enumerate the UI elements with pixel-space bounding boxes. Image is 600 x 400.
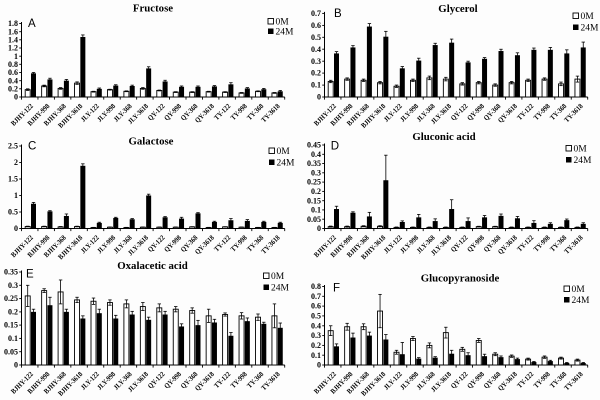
svg-text:0.8: 0.8 bbox=[311, 282, 321, 291]
svg-text:0: 0 bbox=[317, 93, 321, 102]
svg-text:0.05: 0.05 bbox=[4, 347, 18, 356]
svg-text:0M: 0M bbox=[574, 144, 588, 154]
svg-text:0M: 0M bbox=[277, 147, 291, 157]
svg-text:0M: 0M bbox=[276, 17, 290, 27]
svg-text:0: 0 bbox=[317, 224, 321, 233]
svg-text:0.2: 0.2 bbox=[311, 341, 321, 350]
svg-text:24M: 24M bbox=[277, 158, 296, 168]
svg-text:24M: 24M bbox=[581, 23, 600, 33]
svg-text:0.4: 0.4 bbox=[311, 321, 321, 330]
svg-text:0.7: 0.7 bbox=[311, 292, 321, 301]
svg-text:0.15: 0.15 bbox=[307, 196, 321, 205]
svg-text:0.2: 0.2 bbox=[311, 187, 321, 196]
svg-text:B: B bbox=[334, 8, 342, 20]
svg-text:1: 1 bbox=[14, 52, 18, 61]
svg-text:24M: 24M bbox=[574, 156, 593, 166]
svg-text:0M: 0M bbox=[271, 272, 285, 282]
svg-text:2.5: 2.5 bbox=[8, 142, 18, 151]
svg-text:0.6: 0.6 bbox=[311, 302, 321, 311]
svg-text:24M: 24M bbox=[572, 296, 591, 306]
svg-text:24M: 24M bbox=[276, 27, 295, 37]
svg-text:0.5: 0.5 bbox=[8, 208, 18, 217]
svg-text:0: 0 bbox=[14, 224, 18, 233]
svg-text:0.5: 0.5 bbox=[311, 312, 321, 321]
svg-text:C: C bbox=[28, 141, 36, 153]
svg-text:0.8: 0.8 bbox=[8, 60, 18, 69]
svg-text:0.35: 0.35 bbox=[4, 268, 18, 277]
svg-text:0.1: 0.1 bbox=[8, 334, 18, 343]
svg-text:0.2: 0.2 bbox=[8, 308, 18, 317]
svg-text:0: 0 bbox=[14, 93, 18, 102]
svg-text:0.4: 0.4 bbox=[8, 76, 18, 85]
svg-text:0M: 0M bbox=[581, 12, 595, 22]
svg-text:0.1: 0.1 bbox=[311, 351, 321, 360]
svg-text:0: 0 bbox=[317, 361, 321, 370]
svg-text:Gluconic acid: Gluconic acid bbox=[412, 131, 475, 143]
svg-text:0.15: 0.15 bbox=[4, 321, 18, 330]
svg-text:Glycerol: Glycerol bbox=[438, 3, 477, 15]
svg-text:0.3: 0.3 bbox=[8, 281, 18, 290]
svg-text:Glucopyranoside: Glucopyranoside bbox=[421, 273, 500, 285]
svg-text:0.1: 0.1 bbox=[311, 206, 321, 215]
svg-text:0.7: 0.7 bbox=[311, 9, 321, 18]
svg-text:0.5: 0.5 bbox=[311, 33, 321, 42]
svg-text:0.35: 0.35 bbox=[307, 159, 321, 168]
svg-text:0.4: 0.4 bbox=[311, 45, 321, 54]
svg-text:0.25: 0.25 bbox=[4, 294, 18, 303]
svg-text:0: 0 bbox=[14, 361, 18, 370]
svg-text:A: A bbox=[28, 18, 36, 30]
svg-text:0.3: 0.3 bbox=[311, 331, 321, 340]
svg-text:1.8: 1.8 bbox=[8, 19, 18, 28]
svg-text:0.25: 0.25 bbox=[307, 178, 321, 187]
svg-text:0.45: 0.45 bbox=[307, 141, 321, 150]
svg-text:E: E bbox=[26, 269, 34, 281]
svg-text:0.4: 0.4 bbox=[311, 150, 321, 159]
svg-text:1.5: 1.5 bbox=[8, 175, 18, 184]
svg-text:Galactose: Galactose bbox=[129, 136, 174, 148]
svg-text:F: F bbox=[333, 283, 340, 295]
svg-text:2: 2 bbox=[14, 158, 18, 167]
svg-text:0M: 0M bbox=[572, 285, 586, 295]
svg-text:0.05: 0.05 bbox=[307, 215, 321, 224]
svg-text:0.2: 0.2 bbox=[311, 69, 321, 78]
svg-text:1.4: 1.4 bbox=[8, 35, 18, 44]
svg-text:D: D bbox=[331, 141, 339, 153]
svg-text:Fructose: Fructose bbox=[133, 3, 173, 15]
svg-text:24M: 24M bbox=[271, 283, 290, 293]
svg-text:0.2: 0.2 bbox=[8, 84, 18, 93]
svg-text:0.1: 0.1 bbox=[311, 81, 321, 90]
svg-text:1.6: 1.6 bbox=[8, 27, 18, 36]
svg-text:0.6: 0.6 bbox=[311, 21, 321, 30]
svg-text:1: 1 bbox=[14, 191, 18, 200]
svg-text:0.6: 0.6 bbox=[8, 68, 18, 77]
svg-text:1.2: 1.2 bbox=[8, 44, 18, 53]
svg-text:0.3: 0.3 bbox=[311, 168, 321, 177]
svg-text:0.3: 0.3 bbox=[311, 57, 321, 66]
svg-text:Oxalacetic acid: Oxalacetic acid bbox=[117, 260, 187, 272]
